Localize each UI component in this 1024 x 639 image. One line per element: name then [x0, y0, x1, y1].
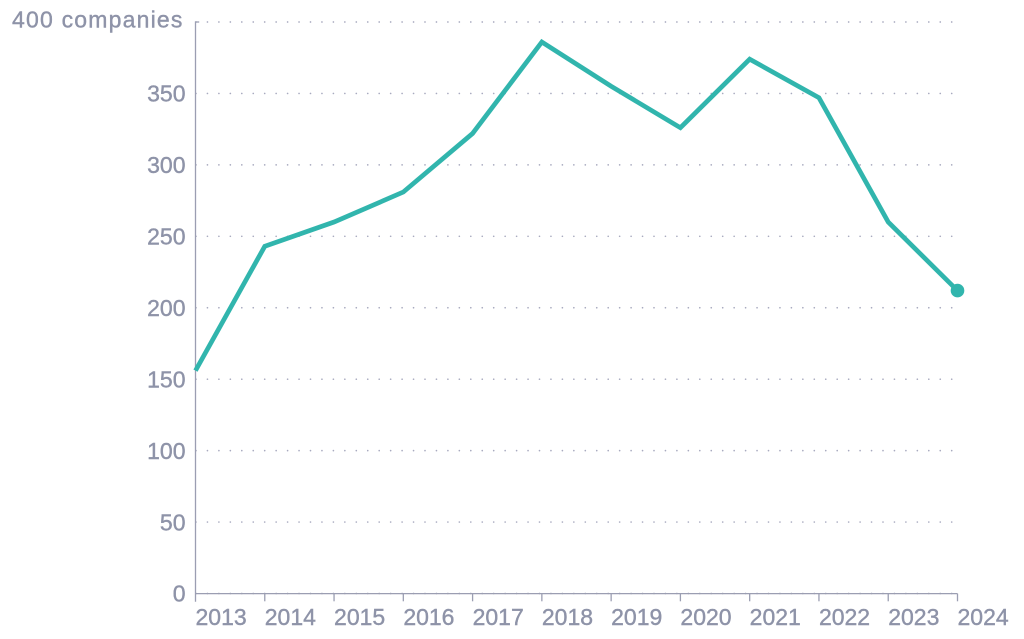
svg-text:2015: 2015 [334, 604, 385, 630]
svg-text:2017: 2017 [473, 604, 524, 630]
svg-text:200: 200 [147, 295, 185, 321]
svg-text:300: 300 [147, 152, 185, 178]
svg-text:100: 100 [147, 438, 185, 464]
svg-text:2022: 2022 [819, 604, 870, 630]
svg-text:2018: 2018 [542, 604, 593, 630]
svg-text:2016: 2016 [403, 604, 454, 630]
svg-text:50: 50 [160, 509, 186, 535]
svg-text:150: 150 [147, 366, 185, 392]
svg-text:2021: 2021 [750, 604, 801, 630]
svg-text:250: 250 [147, 224, 185, 250]
svg-text:2019: 2019 [611, 604, 662, 630]
svg-text:2024: 2024 [958, 604, 1009, 630]
svg-text:350: 350 [147, 81, 185, 107]
svg-text:2023: 2023 [888, 604, 939, 630]
svg-text:2014: 2014 [265, 604, 316, 630]
svg-text:2020: 2020 [680, 604, 731, 630]
svg-text:0: 0 [173, 581, 186, 607]
svg-text:400 companies: 400 companies [12, 7, 184, 33]
svg-text:2013: 2013 [196, 604, 247, 630]
